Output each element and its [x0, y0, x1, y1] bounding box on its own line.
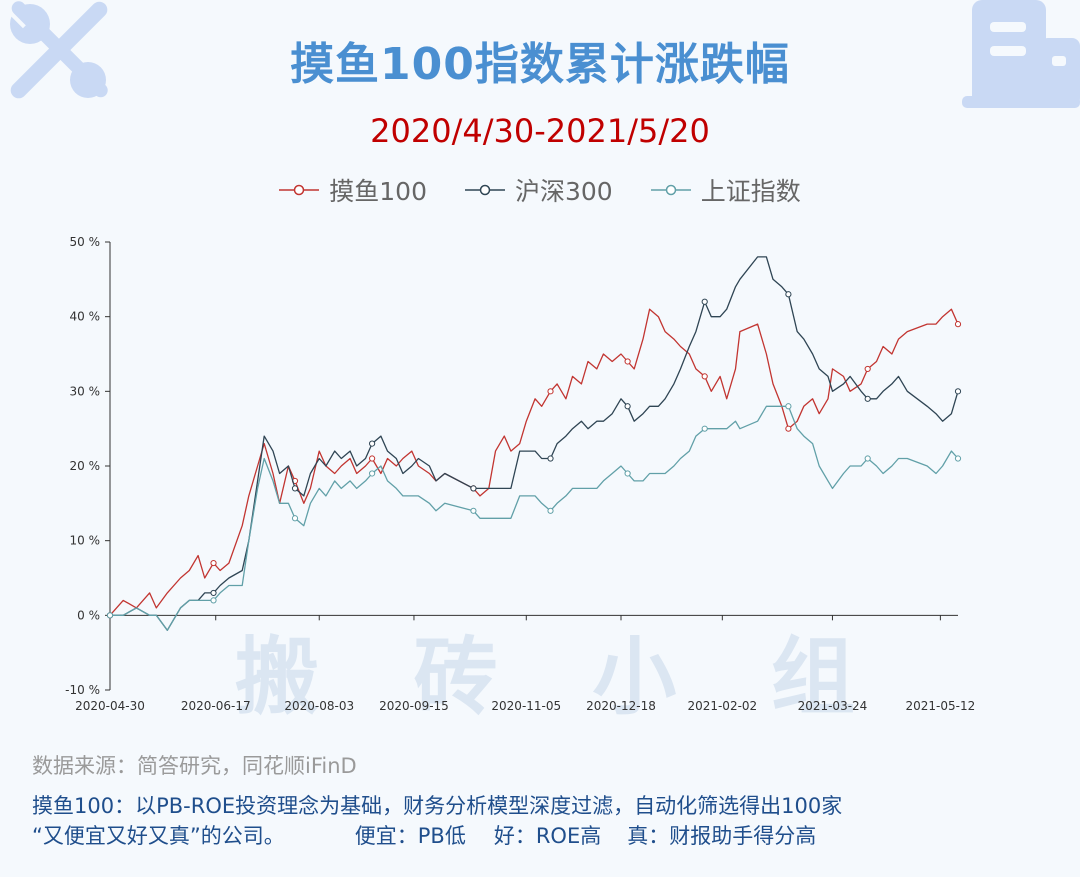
- criteria-real: 真：财报助手得分高: [627, 824, 817, 848]
- chart-subtitle: 2020/4/30-2021/5/20: [370, 112, 710, 150]
- tools-icon: [7, 1, 108, 99]
- legend-item-moyu100[interactable]: 摸鱼100: [279, 172, 427, 208]
- x-tick-label: 2021-05-12: [906, 699, 976, 713]
- data-point-moyu100: [864, 365, 871, 373]
- x-tick-label: 2020-06-17: [181, 699, 251, 713]
- data-point-hs300: [864, 395, 871, 402]
- x-tick-label: 2020-09-15: [379, 699, 449, 713]
- chart-legend: 摸鱼100 沪深300 上证指数: [0, 172, 1080, 208]
- data-point-shanghai: [701, 425, 708, 432]
- data-point-shanghai: [470, 507, 477, 514]
- data-point-shanghai: [954, 455, 962, 462]
- x-tick-label: 2020-12-18: [586, 699, 656, 713]
- criteria-cheap: 便宜：PB低: [354, 824, 466, 848]
- data-point-shanghai: [785, 403, 792, 410]
- data-point-moyu100: [954, 321, 962, 328]
- index-criteria: “又便宜又好又真”的公司。 便宜：PB低 好：ROE高 真：财报助手得分高: [32, 820, 816, 850]
- y-tick-label: -10 %: [65, 683, 100, 697]
- data-point-hs300: [369, 440, 376, 447]
- x-tick-label: 2021-02-02: [687, 699, 757, 713]
- y-tick-label: 50 %: [70, 235, 101, 249]
- data-point-moyu100: [701, 373, 708, 380]
- data-point-hs300: [701, 298, 708, 305]
- criteria-good: 好：ROE高: [493, 824, 602, 848]
- legend-marker-shanghai: [650, 184, 691, 196]
- x-tick-label: 2020-08-03: [284, 699, 354, 713]
- legend-label-shanghai: 上证指数: [700, 177, 801, 206]
- data-point-hs300: [785, 291, 792, 298]
- x-tick-label: 2020-11-05: [491, 699, 561, 713]
- x-tick-label: 2020-04-30: [75, 699, 145, 713]
- data-point-shanghai: [864, 455, 871, 462]
- y-tick-label: 20 %: [70, 459, 101, 473]
- data-point-shanghai: [291, 515, 299, 522]
- data-point-hs300: [210, 589, 217, 597]
- data-point-hs300: [954, 388, 962, 395]
- data-point-hs300: [470, 485, 477, 492]
- chart-title: 摸鱼100指数累计涨跌幅: [290, 39, 790, 90]
- y-tick-label: 40 %: [70, 310, 101, 324]
- data-point-moyu100: [785, 425, 792, 432]
- y-tick-label: 10 %: [70, 534, 101, 548]
- x-tick-label: 2021-03-24: [798, 699, 868, 713]
- data-point-moyu100: [369, 455, 376, 462]
- data-point-moyu100: [624, 358, 631, 365]
- legend-item-shanghai[interactable]: 上证指数: [650, 172, 801, 208]
- y-tick-label: 0 %: [77, 608, 100, 622]
- series-line-hs300: [110, 256, 959, 631]
- data-point-hs300: [291, 485, 299, 492]
- index-description: 摸鱼100：以PB-ROE投资理念为基础，财务分析模型深度过滤，自动化筛选得出1…: [32, 794, 843, 818]
- data-point-hs300: [624, 403, 631, 410]
- data-point-shanghai: [106, 612, 114, 619]
- criteria-summary: “又便宜又好又真”的公司。: [32, 824, 285, 848]
- legend-marker-moyu100: [279, 184, 320, 196]
- series-line-shanghai: [110, 405, 959, 631]
- building-icon: [962, 0, 1080, 108]
- data-point-shanghai: [369, 470, 376, 477]
- data-point-hs300: [547, 455, 554, 462]
- data-point-shanghai: [547, 507, 554, 514]
- data-source: 数据来源：简答研究，同花顺iFinD: [32, 754, 357, 778]
- series-line-moyu100: [109, 308, 959, 616]
- data-point-shanghai: [624, 470, 631, 477]
- legend-label-hs300: 沪深300: [514, 177, 613, 206]
- data-point-shanghai: [210, 597, 217, 604]
- data-point-moyu100: [210, 559, 217, 567]
- legend-label-moyu100: 摸鱼100: [329, 177, 427, 206]
- legend-item-hs300[interactable]: 沪深300: [464, 172, 613, 208]
- legend-marker-hs300: [464, 184, 505, 196]
- data-point-moyu100: [547, 388, 554, 395]
- y-tick-label: 30 %: [70, 384, 101, 398]
